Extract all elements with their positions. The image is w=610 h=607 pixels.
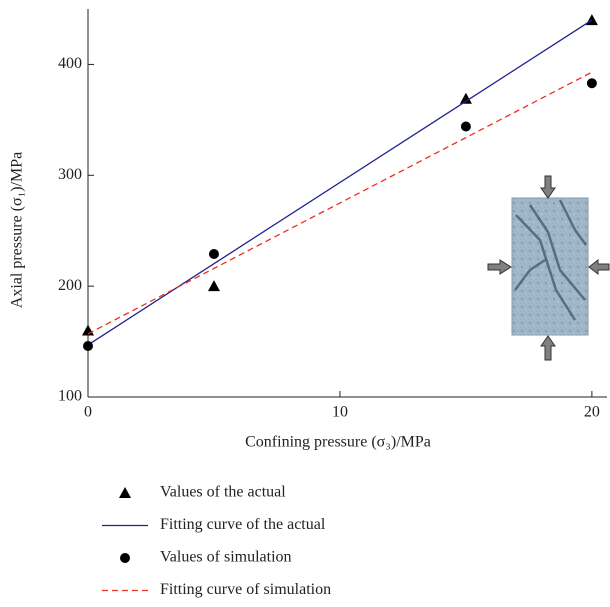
specimen-inset bbox=[487, 175, 610, 361]
legend-label: Fitting curve of simulation bbox=[160, 581, 331, 598]
x-tick-label: 20 bbox=[584, 404, 600, 421]
circle-marker bbox=[83, 341, 93, 352]
triangle-marker bbox=[459, 92, 472, 104]
legend-label: Values of the actual bbox=[160, 484, 286, 501]
triangle-marker bbox=[119, 487, 131, 498]
x-tick-label: 10 bbox=[332, 404, 348, 421]
y-tick-label: 100 bbox=[58, 388, 82, 405]
legend-label: Values of simulation bbox=[160, 549, 292, 566]
y-axis-label: Axial pressure (σ₁)/MPa bbox=[9, 152, 26, 308]
y-tick-label: 200 bbox=[58, 277, 82, 294]
legend-label: Fitting curve of the actual bbox=[160, 516, 326, 533]
circle-marker bbox=[208, 248, 219, 259]
circle-marker bbox=[120, 553, 130, 563]
x-axis-label: Confining pressure (σ₃)/MPa bbox=[245, 434, 431, 451]
x-tick-label: 0 bbox=[84, 404, 92, 421]
y-tick-label: 400 bbox=[58, 55, 82, 72]
fit-line bbox=[87, 71, 593, 335]
triangle-marker bbox=[82, 324, 94, 336]
y-tick-label: 300 bbox=[58, 166, 82, 183]
circle-marker bbox=[586, 78, 597, 89]
circle-marker bbox=[460, 121, 471, 132]
triangle-marker bbox=[207, 280, 220, 292]
